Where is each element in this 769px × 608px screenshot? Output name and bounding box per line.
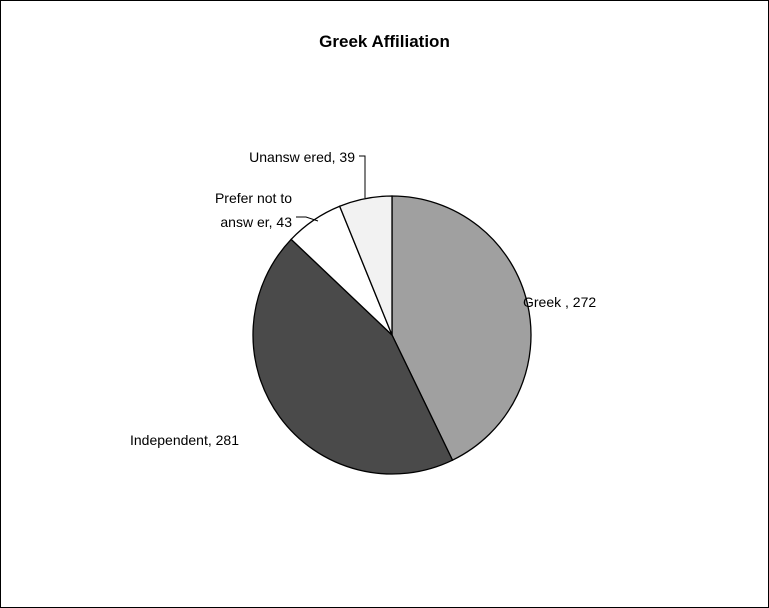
chart-title: Greek Affiliation [319,32,450,51]
data-label-independent: Independent, 281 [130,432,239,448]
data-label-greek: Greek , 272 [523,294,596,310]
leader-lines [296,155,366,222]
data-label-unanswered: Unansw ered, 39 [249,149,355,165]
leader-line-prefer-not-to-answer [296,216,319,222]
data-labels: Greek , 272 Independent, 281 Prefer not to… [130,149,596,448]
data-label-prefer-not-to-answer: Prefer not to answ er, 43 [215,190,292,230]
pie-slices [252,195,532,475]
pie-slice-unanswered [338,195,393,336]
leader-line-unanswered [359,155,366,198]
pie-slice-greek [391,195,532,462]
pie-slice-independent [252,238,454,475]
